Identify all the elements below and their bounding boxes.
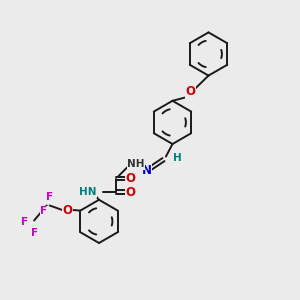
Text: H: H (172, 153, 182, 163)
Text: F: F (31, 228, 38, 239)
Text: O: O (125, 172, 136, 185)
Text: NH: NH (127, 159, 145, 169)
Text: O: O (185, 85, 196, 98)
Text: O: O (63, 203, 73, 217)
Text: F: F (21, 217, 28, 227)
Text: N: N (141, 164, 152, 178)
Text: F: F (40, 206, 47, 217)
Text: O: O (125, 185, 136, 199)
Text: F: F (46, 191, 53, 202)
Text: HN: HN (79, 187, 97, 197)
